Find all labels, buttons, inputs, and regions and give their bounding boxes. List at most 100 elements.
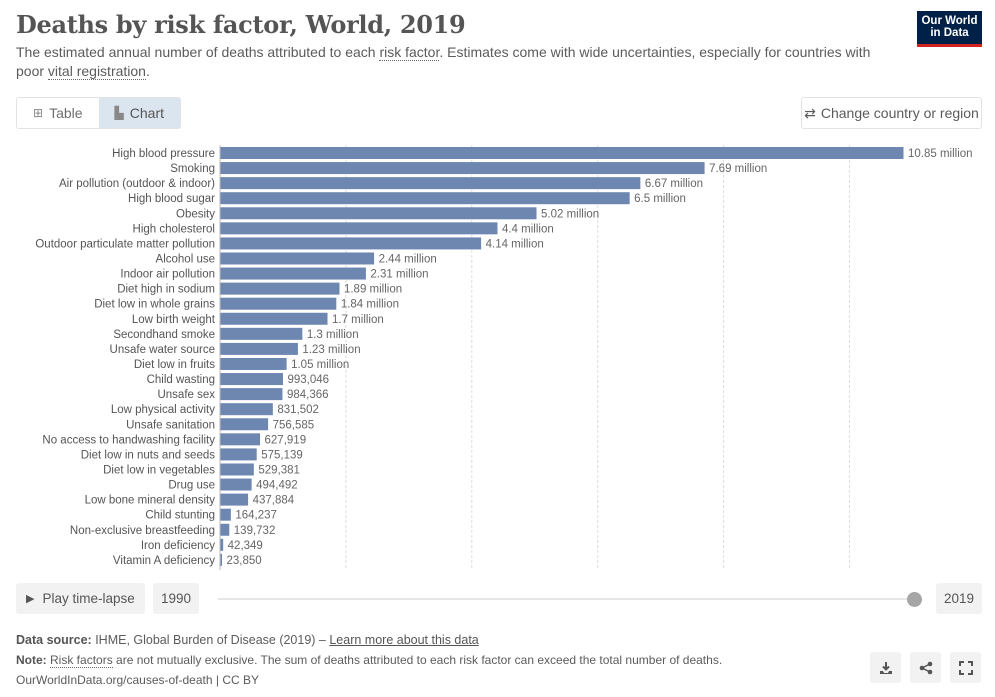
value-label: 1.3 million [307,329,359,341]
fullscreen-icon [958,660,973,675]
value-label: 831,502 [277,404,319,416]
value-label: 494,492 [256,480,298,492]
bar[interactable] [220,162,705,175]
bar[interactable] [220,388,283,401]
category-label: Diet low in fruits [134,359,215,371]
category-label: Secondhand smoke [113,329,215,341]
category-label: Non-exclusive breastfeeding [70,525,215,537]
bar[interactable] [220,523,230,536]
bar[interactable] [220,463,254,476]
value-label: 1.23 million [302,344,360,356]
play-label: Play time-lapse [42,591,135,606]
bar[interactable] [220,448,257,461]
bar[interactable] [220,418,269,431]
category-label: Alcohol use [156,253,215,265]
bar[interactable] [220,553,223,566]
category-label: Low birth weight [132,314,216,326]
chart-icon: ▙ [114,106,124,120]
bar[interactable] [220,177,641,190]
bar[interactable] [220,478,252,491]
bar[interactable] [220,493,249,506]
value-label: 7.69 million [709,163,767,175]
category-label: Low physical activity [111,404,215,416]
bar[interactable] [220,342,298,355]
bar[interactable] [220,222,498,235]
value-label: 5.02 million [541,208,599,220]
category-label: High blood sugar [128,193,215,205]
bar-chart: High blood pressure 10.85 million Smoking 7… [35,145,973,570]
bar[interactable] [220,297,337,310]
note-label: Note: [16,653,47,667]
value-label: 575,139 [261,449,303,461]
bar[interactable] [220,508,231,521]
value-label: 627,919 [265,434,307,446]
bar[interactable] [220,267,366,280]
share-button[interactable] [910,652,941,683]
risk-factors-link[interactable]: Risk factors [50,653,113,668]
change-country-label: Change country or region [820,105,979,121]
bar[interactable] [220,282,340,295]
value-label: 164,237 [235,510,277,522]
logo-line: Our World [921,15,978,27]
tab-table[interactable]: ⊞ Table [17,98,99,128]
bar[interactable] [220,312,328,325]
bar[interactable] [220,433,261,446]
footer: Data source: IHME, Global Burden of Dise… [16,630,722,690]
category-label: Air pollution (outdoor & indoor) [59,178,215,190]
value-label: 756,585 [273,419,315,431]
value-label: 4.4 million [502,223,554,235]
category-label: Vitamin A deficiency [113,555,215,567]
bar[interactable] [220,207,537,220]
value-label: 1.84 million [341,299,399,311]
bar[interactable] [220,538,224,551]
category-label: Outdoor particulate matter pollution [35,238,215,250]
fullscreen-button[interactable] [950,652,981,683]
subtitle-text: . [145,63,150,79]
risk-factor-link[interactable]: risk factor [379,44,440,61]
category-label: Indoor air pollution [120,269,215,281]
category-label: Smoking [170,163,215,175]
bar[interactable] [220,403,273,416]
source-url[interactable]: OurWorldInData.org/causes-of-death | CC … [16,673,259,687]
note-text: are not mutually exclusive. The sum of d… [112,653,723,667]
tab-label: Table [49,105,83,121]
bar[interactable] [220,147,904,159]
category-label: Iron deficiency [141,540,215,552]
chart-subtitle: The estimated annual number of deaths at… [16,43,886,81]
bar[interactable] [220,357,287,370]
category-label: High blood pressure [112,148,215,160]
note: Note: Risk factors are not mutually excl… [16,650,722,670]
owid-logo[interactable]: Our World in Data [917,11,982,47]
value-label: 1.05 million [291,359,349,371]
bar[interactable] [220,327,303,340]
category-label: Child stunting [145,510,215,522]
download-button[interactable] [870,652,901,683]
learn-more-link[interactable]: Learn more about this data [329,633,479,647]
share-icon [919,661,932,674]
timeline-track[interactable] [218,598,916,600]
end-year-button[interactable]: 2019 [936,583,982,614]
bar[interactable] [220,373,284,386]
category-label: Diet low in vegetables [103,464,215,476]
bar[interactable] [220,252,375,265]
view-tabs: ⊞ Table ▙ Chart [16,97,181,129]
value-label: 6.5 million [634,193,686,205]
value-label: 23,850 [227,555,262,567]
tab-chart[interactable]: ▙ Chart [98,98,180,128]
change-country-button[interactable]: ⇄ Change country or region [801,97,982,129]
chart-title: Deaths by risk factor, World, 2019 [16,10,466,39]
start-year-button[interactable]: 1990 [153,583,199,614]
category-label: Child wasting [147,374,215,386]
tab-label: Chart [129,105,164,121]
category-label: Unsafe water source [110,344,215,356]
source-text: IHME, Global Burden of Disease (2019) – [91,633,330,647]
timeline-handle[interactable] [907,592,922,607]
vital-registration-link[interactable]: vital registration [47,63,146,80]
bar[interactable] [220,192,630,205]
subtitle-text: . Estimates come with wide uncertainties… [16,44,871,79]
play-timelapse-button[interactable]: ▶ Play time-lapse [16,583,145,614]
value-label: 984,366 [287,389,329,401]
download-icon [879,661,892,674]
value-label: 42,349 [228,540,263,552]
bar[interactable] [220,237,482,250]
